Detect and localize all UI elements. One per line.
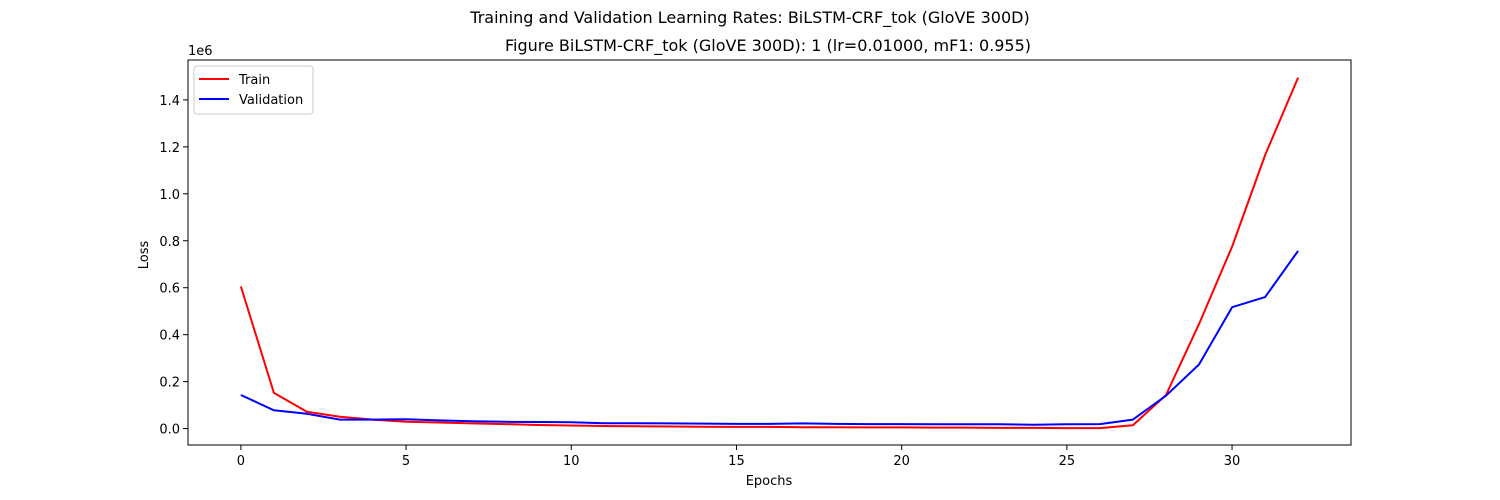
chart-suptitle: Training and Validation Learning Rates: … [469,8,1029,28]
legend: Train Validation [193,65,314,115]
y-tick-label: 0.6 [159,282,180,297]
legend-label-train: Train [238,73,270,88]
y-axis-scale-label: 1e6 [188,44,213,59]
y-tick-label: 1.0 [159,188,180,203]
y-axis-label: Loss [137,241,152,270]
x-axis-ticks: 0 5 10 15 20 25 30 [237,445,1241,469]
legend-label-validation: Validation [239,93,303,108]
series-line-train [239,77,1300,430]
plot-frame [187,59,1352,446]
x-tick-label: 5 [402,454,410,469]
x-tick-label: 15 [728,454,745,469]
chart-title: Figure BiLSTM-CRF_tok (GloVE 300D): 1 (l… [505,36,1031,56]
plot-area [239,77,1300,430]
x-tick-label: 10 [563,454,580,469]
y-tick-label: 0.0 [159,423,180,438]
y-tick-label: 1.4 [159,94,180,109]
y-tick-label: 0.4 [159,329,180,344]
series-line-validation [240,250,1299,426]
x-tick-label: 0 [237,454,245,469]
y-tick-label: 0.2 [159,376,180,391]
x-tick-label: 20 [893,454,910,469]
y-tick-label: 0.8 [159,235,180,250]
x-tick-label: 25 [1059,454,1076,469]
x-axis-label: Epochs [746,474,793,489]
y-axis-ticks: 0.0 0.2 0.4 0.6 0.8 1.0 1.2 1.4 [159,94,188,438]
y-tick-label: 1.2 [159,141,180,156]
x-tick-label: 30 [1224,454,1241,469]
